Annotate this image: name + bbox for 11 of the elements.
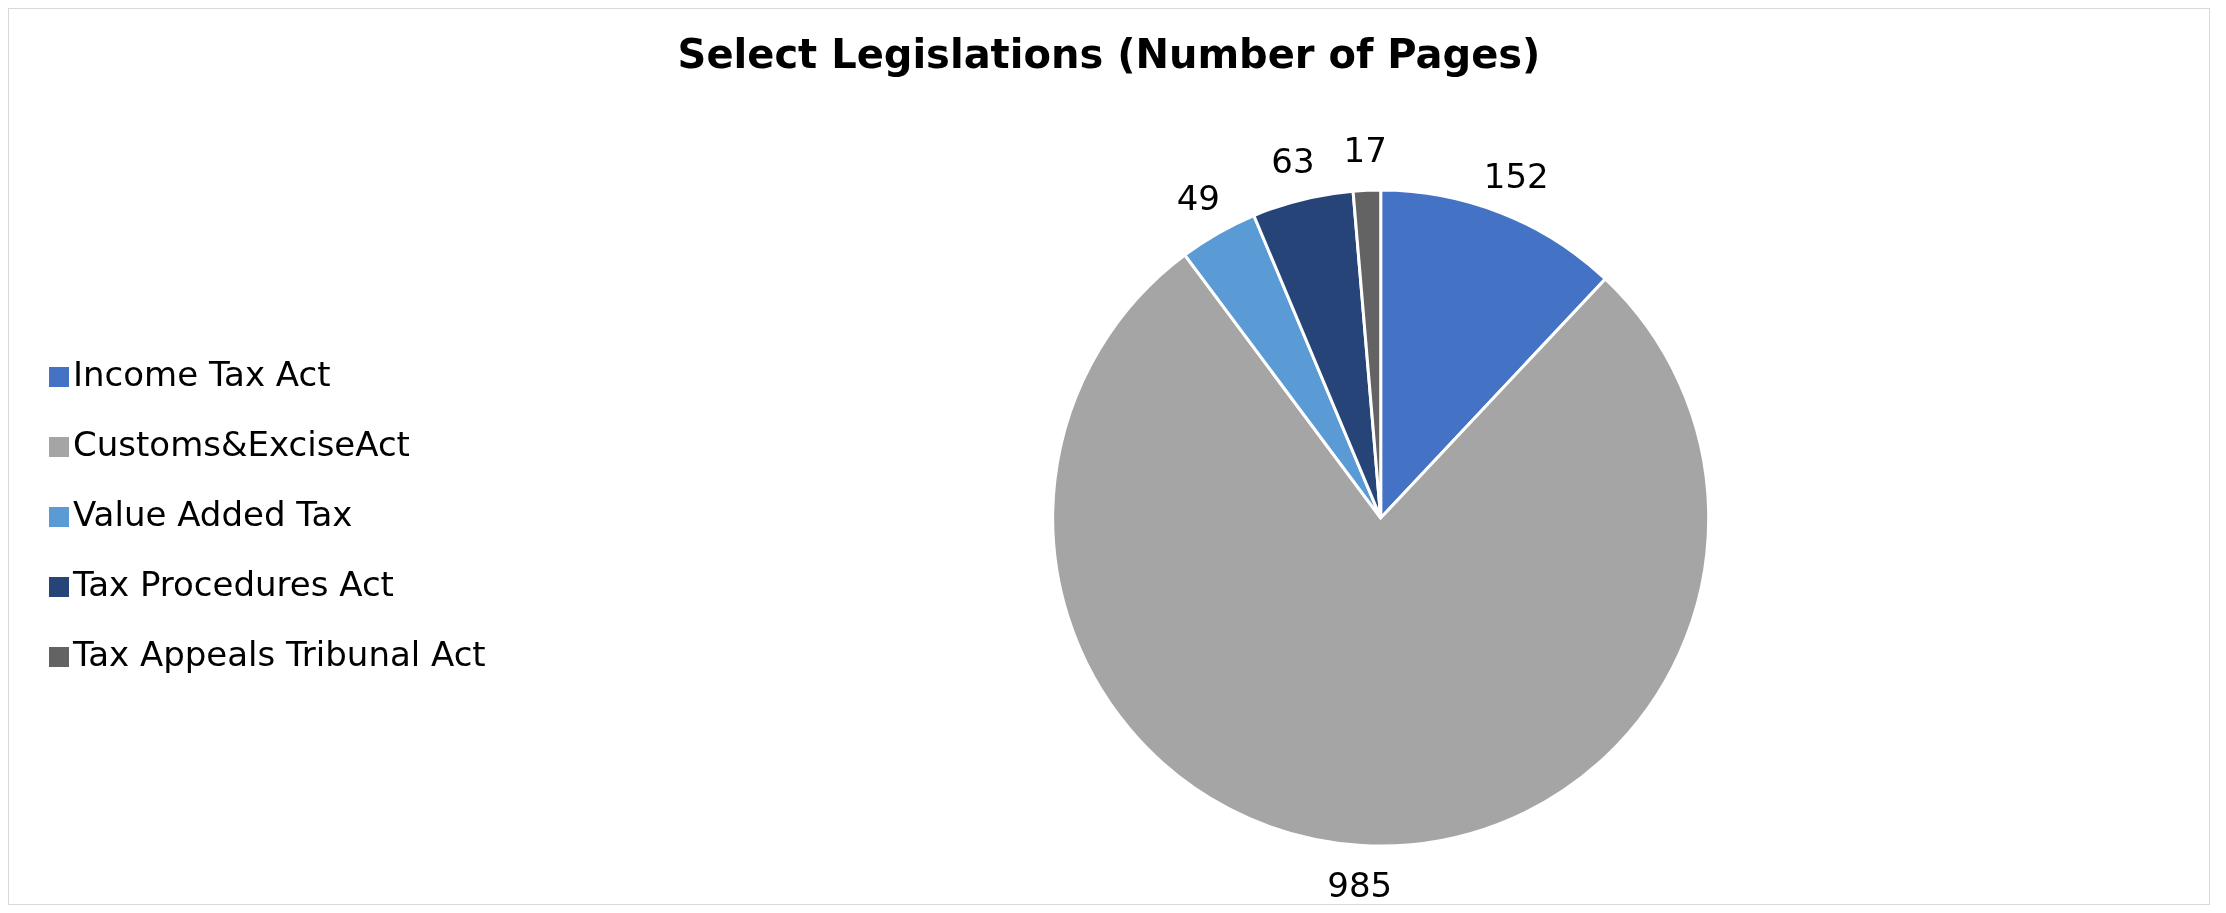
- data-label: 63: [1271, 140, 1315, 181]
- legend-label: Tax Procedures Act: [73, 564, 394, 604]
- data-label: 17: [1343, 130, 1387, 171]
- data-label: 49: [1176, 178, 1220, 219]
- legend-label: Value Added Tax: [73, 494, 353, 534]
- legend-label: Customs&ExciseAct: [73, 424, 410, 464]
- legend-label: Tax Appeals Tribunal Act: [73, 634, 486, 674]
- data-label: 152: [1483, 155, 1549, 196]
- chart-title: Select Legislations (Number of Pages): [676, 31, 1542, 77]
- legend-label: Income Tax Act: [73, 354, 331, 394]
- data-label: 985: [1327, 865, 1393, 906]
